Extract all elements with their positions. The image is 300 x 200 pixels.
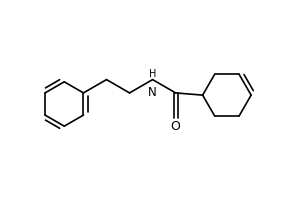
Text: H: H xyxy=(149,69,156,79)
Text: N: N xyxy=(148,86,157,99)
Text: O: O xyxy=(171,120,181,133)
